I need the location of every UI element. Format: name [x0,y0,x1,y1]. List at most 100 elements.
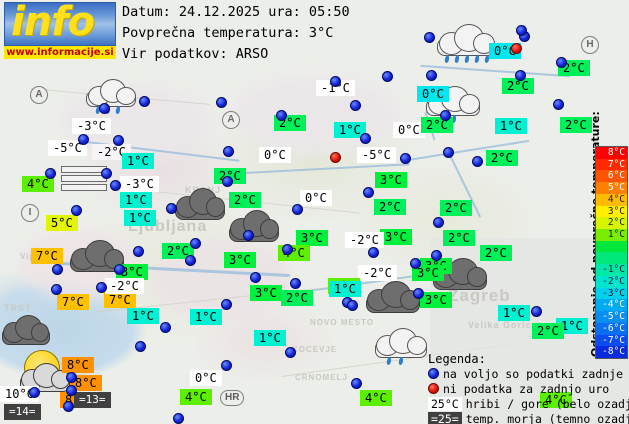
site-logo[interactable]: info [4,2,116,46]
temperature-label: 4°C [180,389,212,405]
temperature-label: -5°C [357,147,396,163]
temperature-label: 5°C [46,215,78,231]
station-dot[interactable] [553,99,564,110]
station-dot[interactable] [190,238,201,249]
station-dot[interactable] [243,230,254,241]
station-dot[interactable] [133,246,144,257]
temperature-label: 7°C [57,294,89,310]
station-dot-no-data[interactable] [511,43,522,54]
temperature-label: 1°C [498,305,530,321]
station-dot[interactable] [360,133,371,144]
station-dot[interactable] [424,32,435,43]
temperature-label: 3°C [375,172,407,188]
station-dot[interactable] [110,180,121,191]
station-dot[interactable] [347,300,358,311]
colorbar-title: Odstopanje od povprečne temperature: [574,111,602,359]
station-dot[interactable] [250,272,261,283]
station-dot[interactable] [276,110,287,121]
station-dot[interactable] [216,97,227,108]
station-dot[interactable] [96,282,107,293]
station-dot[interactable] [443,147,454,158]
station-dot[interactable] [114,264,125,275]
temperature-label: 4°C [22,176,54,192]
temperature-label: 1°C [122,153,154,169]
temperature-label: -2°C [345,232,384,248]
temperature-label: 1°C [329,281,361,297]
station-dot[interactable] [433,217,444,228]
legend-sea-chip: =25= [428,411,462,424]
station-dot[interactable] [350,100,361,111]
legend-row-red: ni podatka za zadnjo uro [428,381,628,396]
station-dot[interactable] [166,203,177,214]
temperature-label: 7°C [104,292,136,308]
logo-url[interactable]: www.informacije.si [4,46,116,59]
place-label: TRST [4,303,32,313]
station-dot[interactable] [515,70,526,81]
station-dot[interactable] [556,57,567,68]
station-dot[interactable] [71,205,82,216]
station-dot[interactable] [290,278,301,289]
colorbar-stop: -2°C [596,275,627,288]
station-dot[interactable] [285,347,296,358]
station-dot[interactable] [185,255,196,266]
station-dot[interactable] [45,168,56,179]
station-dot[interactable] [222,176,233,187]
place-label: Zagreb [448,286,511,305]
temperature-label: 2°C [486,150,518,166]
header-source-line: Vir podatkov: ARSO [122,46,269,62]
station-dot[interactable] [66,372,77,383]
station-dot[interactable] [400,153,411,164]
station-dot[interactable] [292,204,303,215]
station-dot[interactable] [368,247,379,258]
station-dot[interactable] [52,264,63,275]
station-dot[interactable] [426,70,437,81]
station-dot[interactable] [139,96,150,107]
station-dot[interactable] [221,360,232,371]
station-dot[interactable] [173,413,184,424]
temperature-label: 1°C [495,118,527,134]
colorbar-stop [596,240,627,253]
station-dot[interactable] [531,306,542,317]
station-dot[interactable] [221,299,232,310]
colorbar-stop: -7°C [596,334,627,347]
logo-wordmark: info [11,2,95,45]
colorbar-stop: 2°C [596,217,627,230]
station-dot[interactable] [63,401,74,412]
station-dot[interactable] [382,71,393,82]
temperature-label: 2°C [440,200,472,216]
temperature-label: 2°C [502,78,534,94]
red-station-dot-icon [428,383,439,394]
station-dot[interactable] [51,284,62,295]
station-dot[interactable] [223,146,234,157]
station-dot[interactable] [282,244,293,255]
station-dot[interactable] [135,341,146,352]
station-dot[interactable] [440,110,451,121]
sea-temperature-label: =13= [74,392,111,408]
temperature-label: 2°C [480,245,512,261]
station-dot[interactable] [516,25,527,36]
legend-mountain-chip: 25°C [428,396,462,411]
station-dot[interactable] [410,258,421,269]
station-dot[interactable] [113,135,124,146]
station-dot[interactable] [413,288,424,299]
station-dot[interactable] [29,387,40,398]
legend-mountain-text: hribi / gore (belo ozadje) [465,396,629,411]
station-dot[interactable] [99,103,110,114]
station-dot[interactable] [363,187,374,198]
header-avg-temp-line: Povprečna temperatura: 3°C [122,25,334,41]
station-dot[interactable] [160,322,171,333]
station-dot-no-data[interactable] [330,152,341,163]
station-dot[interactable] [101,168,112,179]
colorbar-stop: 8°C [596,147,627,159]
station-dot[interactable] [472,156,483,167]
temperature-label: 2°C [281,290,313,306]
station-dot[interactable] [78,134,89,145]
station-dot[interactable] [351,378,362,389]
station-dot[interactable] [330,76,341,87]
country-code-marker: HR [220,390,245,406]
station-dot[interactable] [66,385,77,396]
station-dot[interactable] [431,250,442,261]
colorbar-stop: 6°C [596,170,627,183]
temperature-label: 0°C [190,370,222,386]
